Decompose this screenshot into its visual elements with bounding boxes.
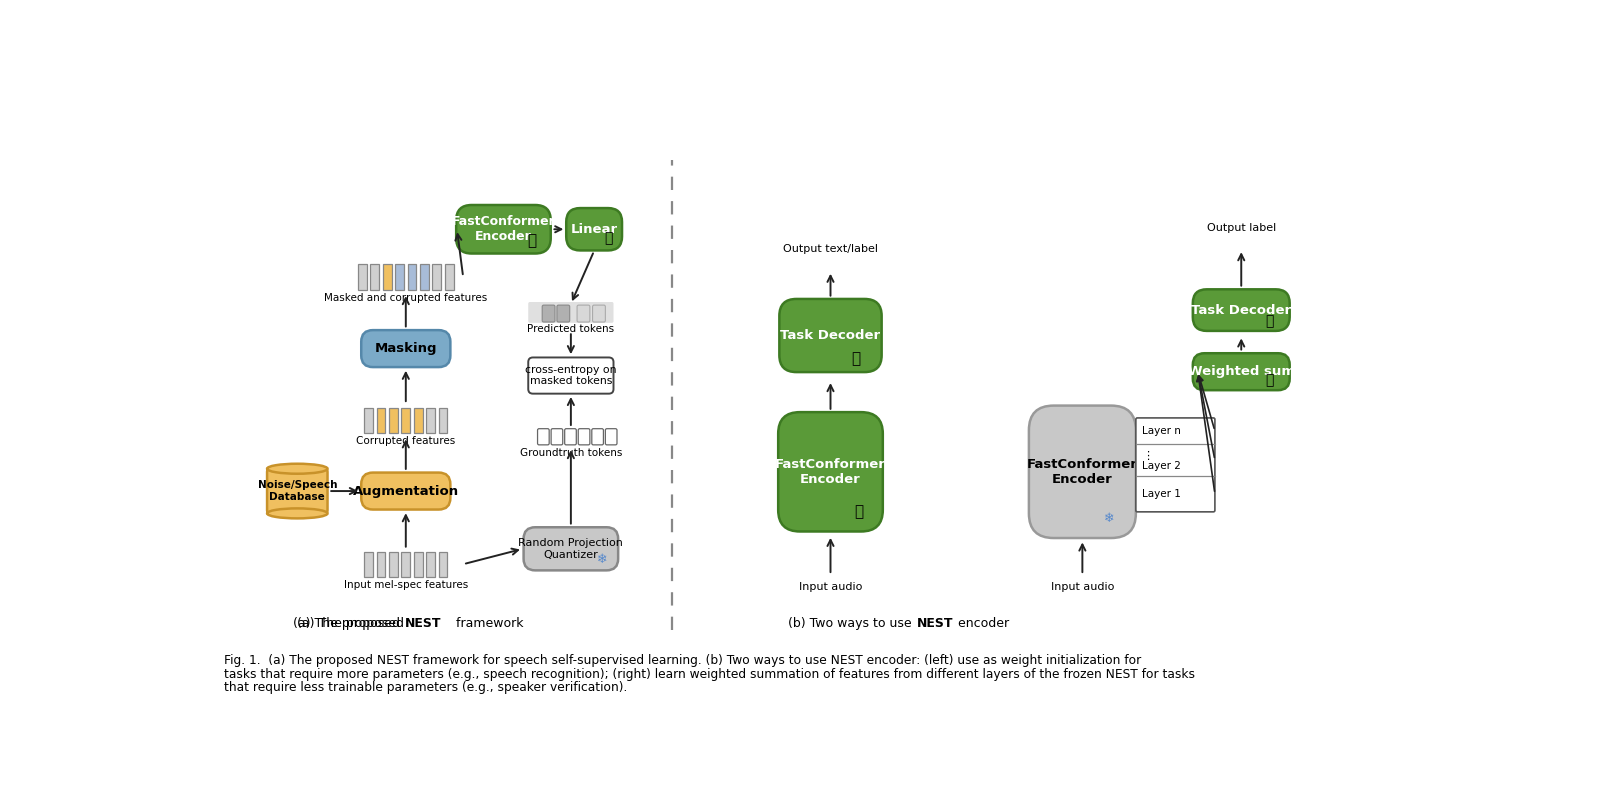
Text: 🔥: 🔥: [852, 351, 861, 366]
Bar: [401, 407, 410, 433]
FancyBboxPatch shape: [456, 205, 551, 253]
Text: FastConformer
Encoder: FastConformer Encoder: [451, 215, 555, 243]
Text: ❄: ❄: [597, 553, 607, 566]
FancyBboxPatch shape: [779, 299, 882, 372]
Text: Noise/Speech
Database: Noise/Speech Database: [258, 480, 337, 502]
Text: 🔥: 🔥: [527, 233, 535, 249]
Ellipse shape: [268, 464, 328, 474]
FancyBboxPatch shape: [551, 429, 563, 445]
FancyBboxPatch shape: [577, 429, 590, 445]
FancyBboxPatch shape: [524, 527, 618, 570]
Bar: [365, 552, 373, 577]
Text: FastConformer
Encoder: FastConformer Encoder: [1027, 458, 1137, 486]
Text: Masked and corrupted features: Masked and corrupted features: [324, 293, 488, 303]
Bar: [438, 407, 448, 433]
FancyBboxPatch shape: [362, 330, 451, 367]
Text: NEST: NEST: [406, 617, 441, 630]
Bar: [420, 264, 428, 290]
FancyBboxPatch shape: [564, 429, 576, 445]
Text: Input mel-spec features: Input mel-spec features: [344, 580, 467, 590]
FancyBboxPatch shape: [529, 357, 613, 394]
Bar: [365, 407, 373, 433]
Text: 🔥: 🔥: [603, 232, 611, 245]
FancyBboxPatch shape: [268, 468, 328, 514]
Bar: [401, 552, 410, 577]
Text: Weighted sum: Weighted sum: [1187, 365, 1294, 378]
Bar: [376, 407, 386, 433]
FancyBboxPatch shape: [556, 305, 569, 322]
Bar: [427, 407, 435, 433]
Text: Input audio: Input audio: [798, 582, 863, 592]
FancyBboxPatch shape: [362, 472, 451, 510]
Text: (b) Two ways to use: (b) Two ways to use: [788, 617, 916, 630]
Text: that require less trainable parameters (e.g., speaker verification).: that require less trainable parameters (…: [224, 681, 628, 694]
Text: Output text/label: Output text/label: [783, 245, 878, 254]
FancyBboxPatch shape: [537, 429, 550, 445]
Bar: [414, 407, 423, 433]
Text: ⋮: ⋮: [1142, 450, 1153, 461]
Text: Task Decoder: Task Decoder: [1191, 303, 1291, 317]
Text: Groundtruth tokens: Groundtruth tokens: [519, 449, 623, 458]
Bar: [389, 552, 397, 577]
Bar: [370, 264, 380, 290]
Text: Layer 1: Layer 1: [1142, 489, 1181, 499]
Text: 🔥: 🔥: [1265, 373, 1275, 387]
Text: Predicted tokens: Predicted tokens: [527, 325, 615, 334]
Text: (a) The proposed: (a) The proposed: [294, 617, 404, 630]
Text: Layer n: Layer n: [1142, 426, 1181, 436]
FancyBboxPatch shape: [592, 305, 605, 322]
Bar: [396, 264, 404, 290]
FancyBboxPatch shape: [1028, 406, 1135, 538]
Text: Augmentation: Augmentation: [352, 484, 459, 498]
Bar: [438, 552, 448, 577]
Text: (a) The proposed: (a) The proposed: [297, 617, 409, 630]
Ellipse shape: [268, 508, 328, 518]
Text: FastConformer
Encoder: FastConformer Encoder: [775, 458, 886, 486]
FancyBboxPatch shape: [1135, 418, 1215, 512]
Text: Task Decoder: Task Decoder: [780, 329, 881, 342]
FancyBboxPatch shape: [605, 429, 616, 445]
Text: encoder: encoder: [954, 617, 1009, 630]
Bar: [389, 407, 397, 433]
Text: 🔥: 🔥: [1265, 314, 1275, 328]
Text: framework: framework: [451, 617, 522, 630]
Bar: [376, 552, 386, 577]
Text: 🔥: 🔥: [853, 504, 863, 519]
Bar: [383, 264, 391, 290]
Bar: [358, 264, 367, 290]
Text: Random Projection
Quantizer: Random Projection Quantizer: [519, 538, 623, 560]
Text: tasks that require more parameters (e.g., speech recognition); (right) learn wei: tasks that require more parameters (e.g.…: [224, 668, 1195, 680]
FancyBboxPatch shape: [577, 305, 590, 322]
Bar: [407, 264, 417, 290]
FancyBboxPatch shape: [592, 429, 603, 445]
FancyBboxPatch shape: [779, 412, 882, 531]
FancyBboxPatch shape: [1192, 353, 1289, 390]
Text: Fig. 1.  (a) The proposed NEST framework for speech self-supervised learning. (b: Fig. 1. (a) The proposed NEST framework …: [224, 654, 1142, 667]
FancyBboxPatch shape: [542, 305, 555, 322]
Text: ❄: ❄: [1105, 511, 1114, 525]
Bar: [414, 552, 423, 577]
Text: Output label: Output label: [1207, 223, 1277, 233]
Bar: [444, 264, 454, 290]
Text: cross-entropy on
masked tokens: cross-entropy on masked tokens: [526, 364, 616, 387]
Bar: [433, 264, 441, 290]
FancyBboxPatch shape: [1192, 289, 1289, 331]
Text: NEST: NEST: [918, 617, 954, 630]
FancyBboxPatch shape: [529, 302, 613, 323]
Text: Masking: Masking: [375, 342, 436, 355]
Text: Linear: Linear: [571, 223, 618, 236]
Text: Layer 2: Layer 2: [1142, 461, 1181, 471]
Bar: [427, 552, 435, 577]
Text: Corrupted features: Corrupted features: [357, 436, 456, 446]
Text: Input audio: Input audio: [1051, 582, 1114, 592]
FancyBboxPatch shape: [566, 208, 621, 250]
